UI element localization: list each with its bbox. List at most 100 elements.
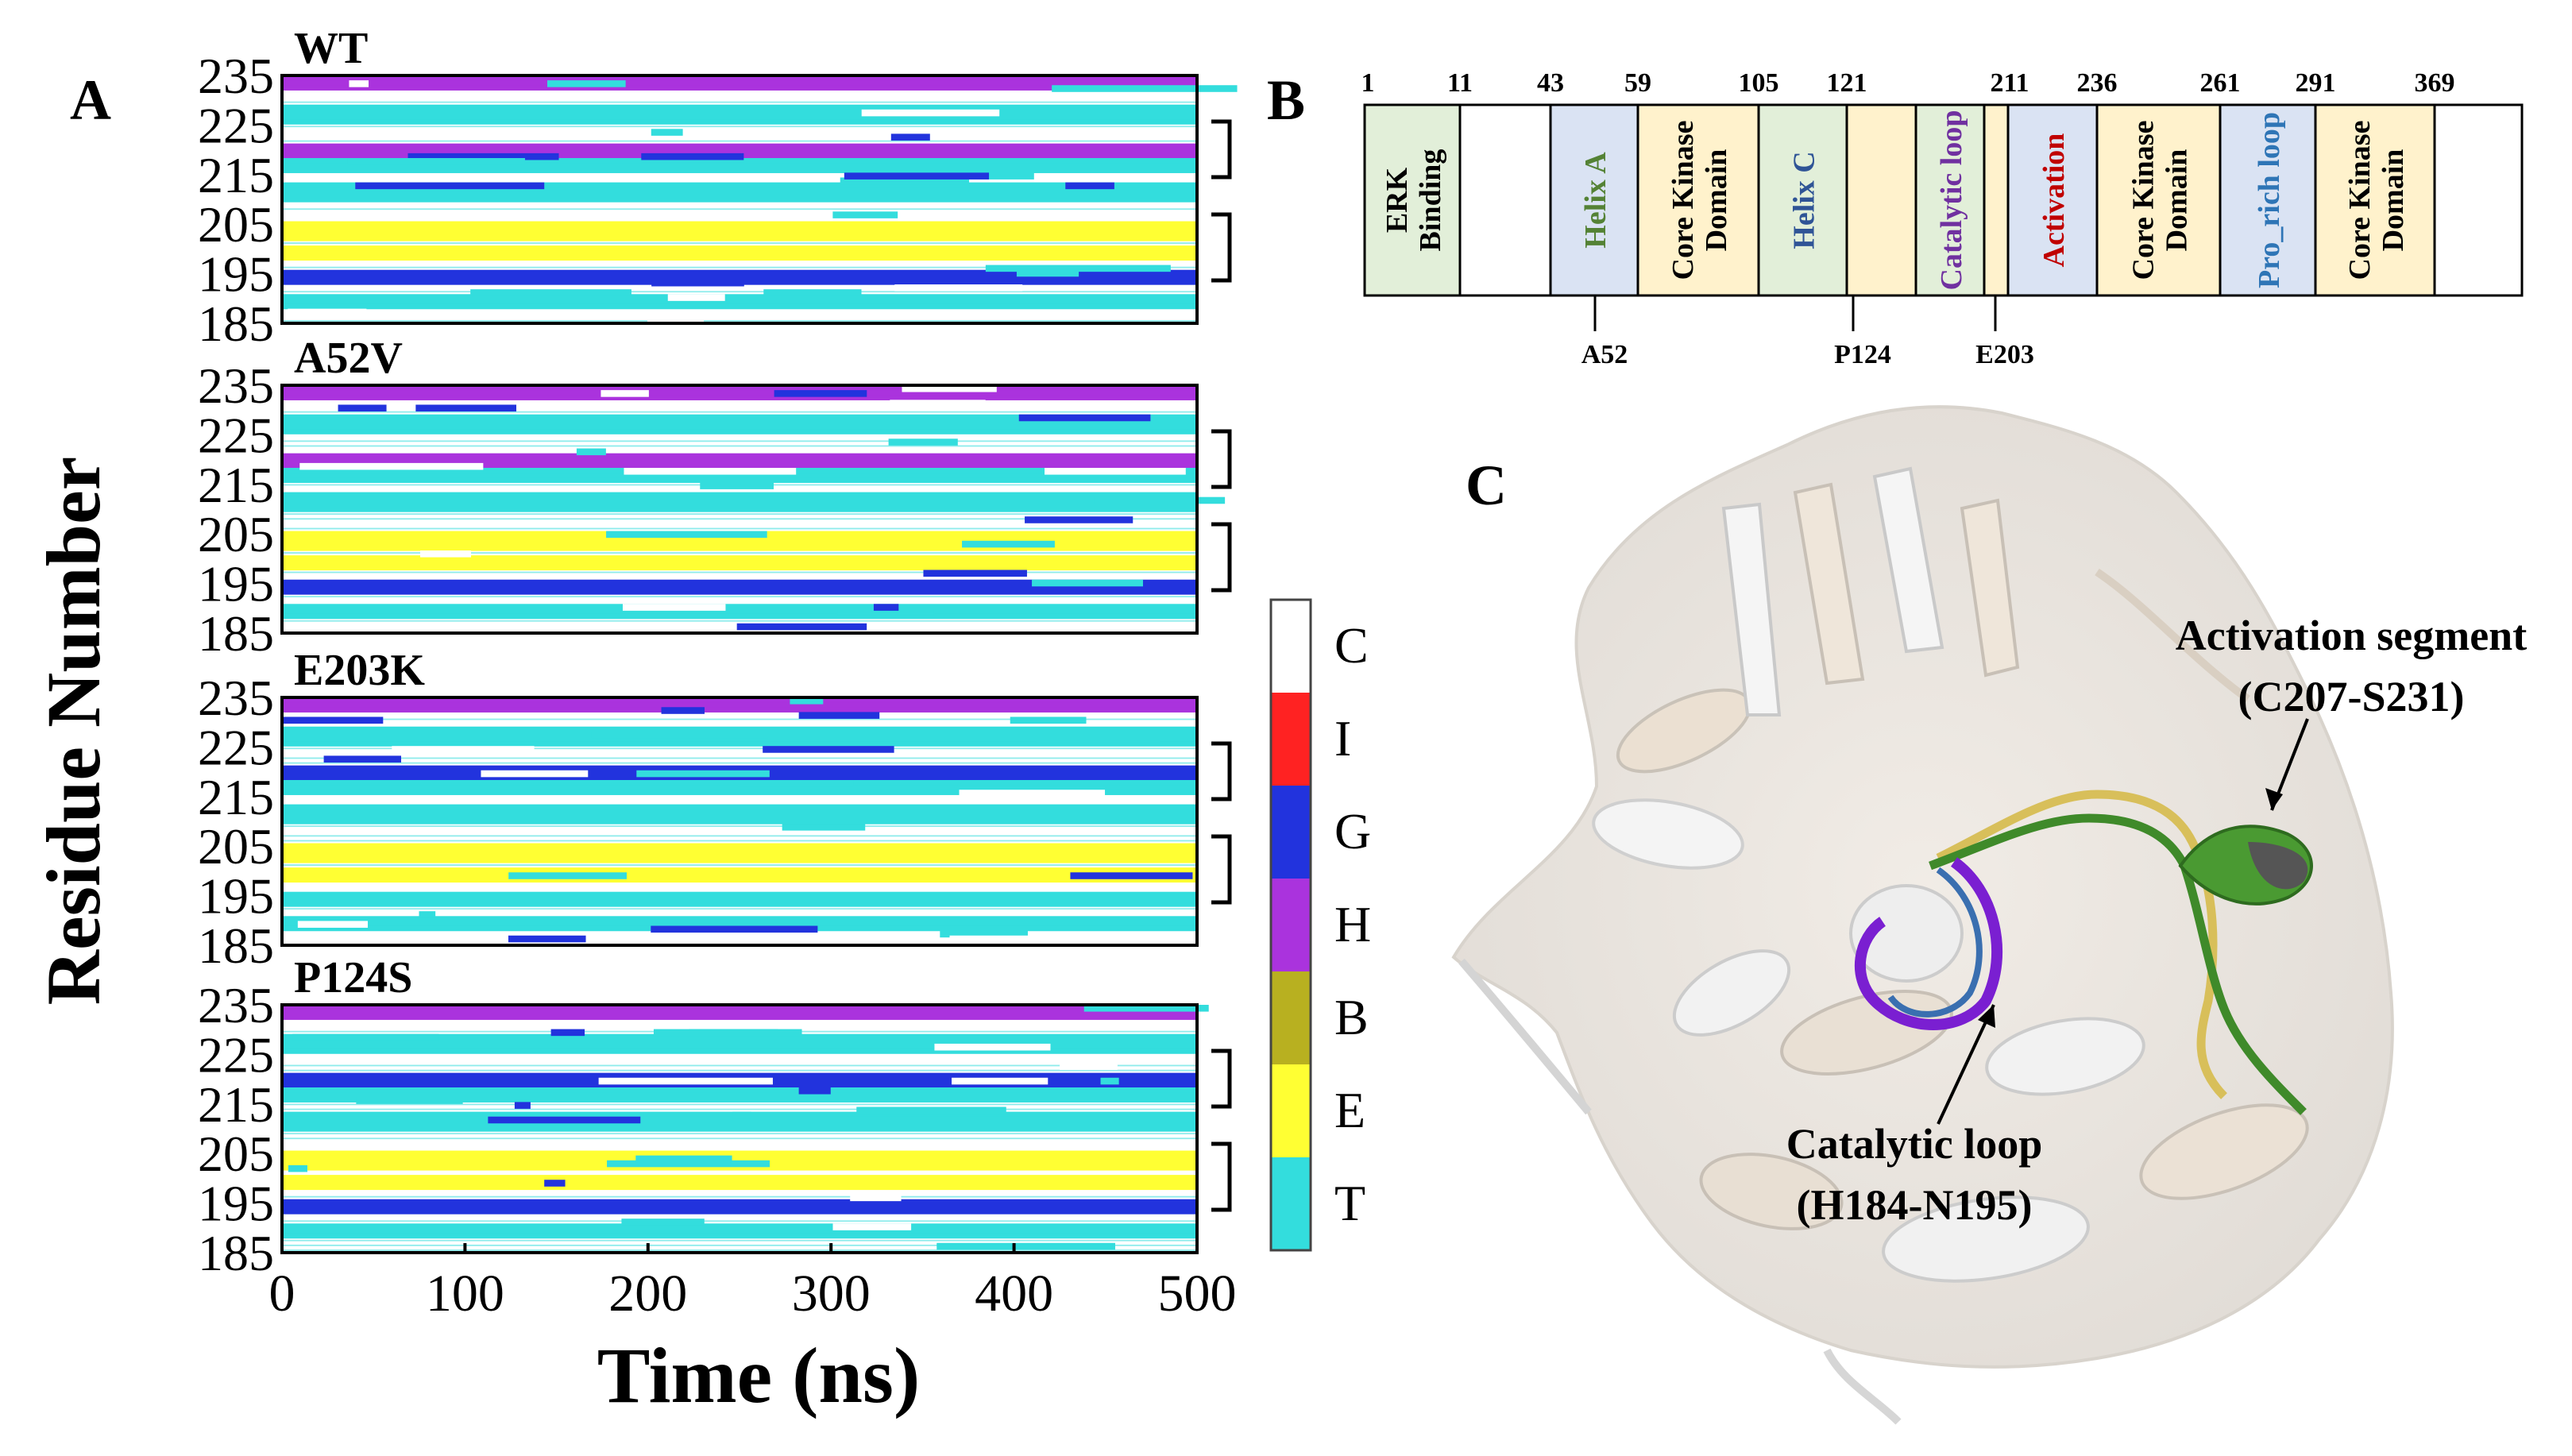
ytick-label: 235: [198, 48, 274, 104]
ss-row: [282, 757, 1197, 759]
ss-patch: [738, 780, 854, 787]
ss-row: [282, 891, 1197, 898]
ss-row: [282, 492, 1197, 498]
ss-row: [282, 620, 1197, 622]
ss-patch: [651, 925, 818, 933]
xtick-label: 200: [608, 1265, 687, 1323]
ss-row: [282, 857, 1197, 863]
ss-row: [282, 1133, 1197, 1135]
ss-patch: [798, 712, 880, 719]
ss-patch: [355, 182, 545, 190]
domain-segment: [1845, 103, 1917, 297]
ss-patch: [952, 1077, 1048, 1085]
ss-row: [282, 1220, 1197, 1222]
region-bracket: [1211, 741, 1232, 801]
ytick-label: 215: [198, 457, 274, 513]
ytick-label: 195: [198, 1176, 274, 1232]
residue-number: 43: [1537, 68, 1564, 98]
ss-patch: [546, 80, 626, 87]
domain-segment: ERK Binding: [1363, 103, 1462, 297]
ss-row: [282, 255, 1197, 261]
ss-row: [282, 221, 1197, 227]
ss-row: [282, 852, 1197, 859]
ss-row: [282, 1038, 1197, 1045]
ss-patch: [1094, 496, 1226, 504]
domain-segment: Core Kinase Domain: [2314, 103, 2436, 297]
ss-patch: [832, 1223, 912, 1230]
legend-label-i: I: [1334, 710, 1351, 767]
ss-row: [282, 1244, 1197, 1246]
protein-structure-image: [1451, 405, 2394, 1425]
ss-patch: [1018, 414, 1151, 422]
ss-patch: [641, 153, 744, 160]
ss-row: [282, 266, 1197, 268]
ss-row: [282, 1155, 1197, 1161]
ss-row: [282, 80, 1197, 86]
ss-row: [282, 896, 1197, 902]
mutation-label: E203: [1975, 340, 2034, 369]
ss-row: [282, 148, 1197, 154]
x-axis-ticks: 0 100 200 300 400 500: [269, 1243, 1237, 1323]
domain-label: Binding: [1414, 149, 1447, 252]
ss-patch: [636, 770, 770, 778]
ss-row: [282, 584, 1197, 590]
legend-label-h: H: [1334, 896, 1371, 952]
ss-row: [282, 718, 1197, 720]
ss-row: [282, 1208, 1197, 1215]
ss-row: [282, 527, 1197, 530]
ss-row: [282, 1239, 1197, 1242]
domain-segment: Core Kinase Domain: [2095, 103, 2222, 297]
ytick-label: 225: [198, 407, 274, 463]
catalytic-loop-range: (H184-N195): [1797, 1181, 2033, 1229]
ss-row: [282, 1097, 1197, 1103]
ss-patch: [392, 746, 535, 753]
domain-label: Pro_rich loop: [2253, 112, 2286, 288]
mutation-label: A52: [1581, 340, 1628, 369]
region-bracket: [1211, 429, 1232, 489]
ss-row: [282, 191, 1197, 198]
ytick-label: 215: [198, 769, 274, 825]
ss-row: [282, 299, 1197, 305]
legend-label-c: C: [1334, 617, 1369, 674]
ss-row: [282, 1184, 1197, 1191]
ss-row: [282, 790, 1197, 795]
ytick-label: 225: [198, 719, 274, 775]
activation-segment-label: Activation segment: [2176, 612, 2527, 659]
ss-patch: [514, 1102, 531, 1109]
ss-row: [282, 785, 1197, 790]
ss-row: [282, 804, 1197, 810]
ss-patch: [419, 550, 472, 558]
ss-row: [282, 182, 1197, 188]
ss-row: [282, 825, 1197, 828]
ss-row: [282, 707, 1197, 713]
ss-row: [282, 613, 1197, 620]
ss-row: [282, 75, 1197, 81]
ss-row: [282, 1126, 1197, 1132]
ss-patch: [651, 129, 683, 136]
ss-row: [282, 1010, 1197, 1015]
ss-row: [282, 835, 1197, 837]
ss-row: [282, 294, 1197, 300]
ss-row: [282, 440, 1197, 442]
residue-number: 11: [1447, 68, 1473, 98]
ss-row: [282, 445, 1197, 447]
xtick-label: 400: [975, 1265, 1053, 1323]
ss-row: [282, 85, 1197, 91]
residue-number: 105: [1739, 68, 1779, 98]
ss-row: [282, 429, 1197, 434]
ss-patch: [349, 80, 369, 87]
ss-patch: [856, 1106, 1006, 1114]
region-bracket: [1211, 1141, 1232, 1212]
domain-label: Domain: [2161, 149, 2194, 252]
ytick-label: 205: [198, 818, 274, 875]
domain-segment: [1983, 103, 2010, 297]
ss-patch: [962, 540, 1055, 548]
ss-row: [282, 848, 1197, 854]
domain-segment: Helix C: [1757, 103, 1848, 297]
ytick-label: 195: [198, 868, 274, 925]
ss-row: [282, 1064, 1197, 1067]
ss-row: [282, 1195, 1197, 1198]
ss-patch: [1045, 468, 1186, 475]
ss-patch: [606, 531, 767, 539]
